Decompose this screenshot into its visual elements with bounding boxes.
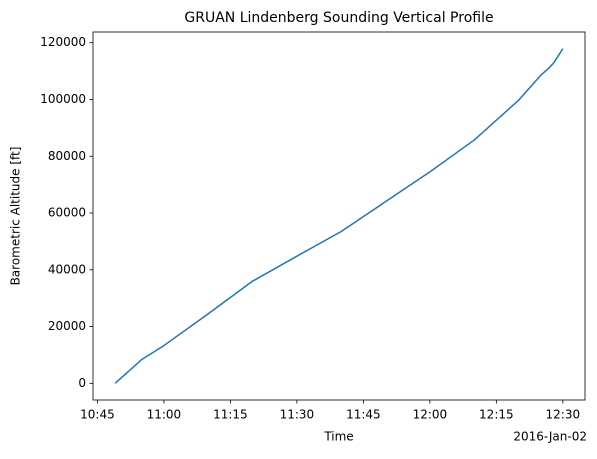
y-tick-label: 20000: [48, 319, 86, 333]
x-tick-label: 12:15: [479, 408, 514, 422]
x-offset-label: 2016-Jan-02: [513, 430, 587, 444]
y-tick-label: 60000: [48, 206, 86, 220]
chart-title: GRUAN Lindenberg Sounding Vertical Profi…: [184, 10, 493, 26]
x-axis-label: Time: [323, 430, 353, 444]
y-axis-label: Barometric Altitude [ft]: [9, 147, 23, 286]
x-tick-label: 11:45: [346, 408, 381, 422]
x-tick-label: 12:30: [546, 408, 581, 422]
y-tick-label: 40000: [48, 262, 86, 276]
plot-frame: [92, 31, 586, 401]
x-tick-label: 11:30: [280, 408, 315, 422]
y-tick-label: 120000: [40, 35, 86, 49]
y-tick-label: 0: [78, 376, 86, 390]
y-tick-label: 80000: [48, 149, 86, 163]
y-tick-label: 100000: [40, 92, 86, 106]
x-tick-label: 11:15: [213, 408, 248, 422]
data-line: [114, 48, 564, 384]
x-tick-label: 11:00: [147, 408, 182, 422]
x-tick-label: 12:00: [413, 408, 448, 422]
x-tick-label: 10:45: [80, 408, 115, 422]
